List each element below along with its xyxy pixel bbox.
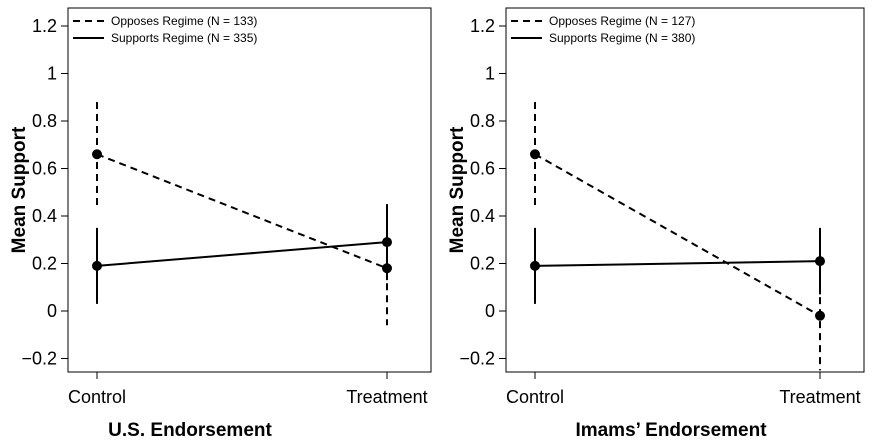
data-point	[815, 256, 825, 267]
y-tick-label: 0.2	[32, 254, 57, 274]
data-point	[382, 237, 392, 248]
x-axis-title: U.S. Endorsement	[108, 420, 272, 441]
series-opposes-regime	[92, 102, 392, 326]
legend-label: Supports Regime (N = 380)	[549, 31, 695, 45]
plot-area	[92, 102, 392, 326]
y-tick-label: 0.6	[470, 159, 495, 179]
y-tick-label: 0	[47, 301, 57, 321]
series-supports-regime	[92, 204, 392, 304]
x-tick-label: Control	[68, 387, 126, 407]
legend-label: Opposes Regime (N = 133)	[111, 14, 257, 28]
data-point	[815, 310, 825, 321]
y-tick-label: 1.2	[32, 16, 57, 36]
y-tick-label: 0.4	[32, 206, 57, 226]
y-tick-label: 0.6	[32, 159, 57, 179]
series-line	[96, 241, 388, 267]
series-supports-regime	[530, 227, 825, 304]
y-tick-label: 1	[47, 64, 57, 84]
y-axis-label: Mean Support	[447, 126, 468, 253]
legend-label: Supports Regime (N = 335)	[111, 31, 257, 45]
x-tick-label: Treatment	[779, 387, 860, 407]
y-tick-label: −0.2	[21, 349, 57, 369]
legend: Opposes Regime (N = 133) Supports Regime …	[73, 14, 257, 45]
x-tick-label: Treatment	[346, 387, 427, 407]
plot-frame	[67, 7, 432, 373]
plot-area	[530, 102, 825, 371]
y-axis-label: Mean Support	[9, 126, 30, 253]
x-tick-label: Control	[506, 387, 564, 407]
legend: Opposes Regime (N = 127) Supports Regime …	[511, 14, 695, 45]
data-point	[530, 149, 540, 160]
legend-label: Opposes Regime (N = 127)	[549, 14, 695, 28]
y-tick-label: −0.2	[459, 349, 495, 369]
y-tick-label: 1	[485, 64, 495, 84]
y-tick-label: 0.2	[470, 254, 495, 274]
chart-panel-1: −0.2 0 0.2 0.4 0.6 0.8 1 1.2 Control Treatment Mea…	[9, 7, 432, 441]
data-point	[92, 149, 102, 160]
series-line	[534, 260, 821, 267]
series-opposes-regime	[530, 102, 825, 371]
y-tick-label: 0	[485, 301, 495, 321]
x-axis-title: Imams’ Endorsement	[575, 420, 767, 441]
y-tick-label: 1.2	[470, 16, 495, 36]
series-line	[96, 153, 388, 270]
y-tick-label: 0.8	[32, 111, 57, 131]
plot-frame	[505, 7, 865, 373]
data-point	[530, 260, 540, 271]
y-tick-label: 0.8	[470, 111, 495, 131]
y-tick-label: 0.4	[470, 206, 495, 226]
data-point	[92, 260, 102, 271]
series-line	[534, 153, 821, 317]
chart-panel-2: −0.2 0 0.2 0.4 0.6 0.8 1 1.2 Control Treatment Mea…	[447, 7, 865, 441]
